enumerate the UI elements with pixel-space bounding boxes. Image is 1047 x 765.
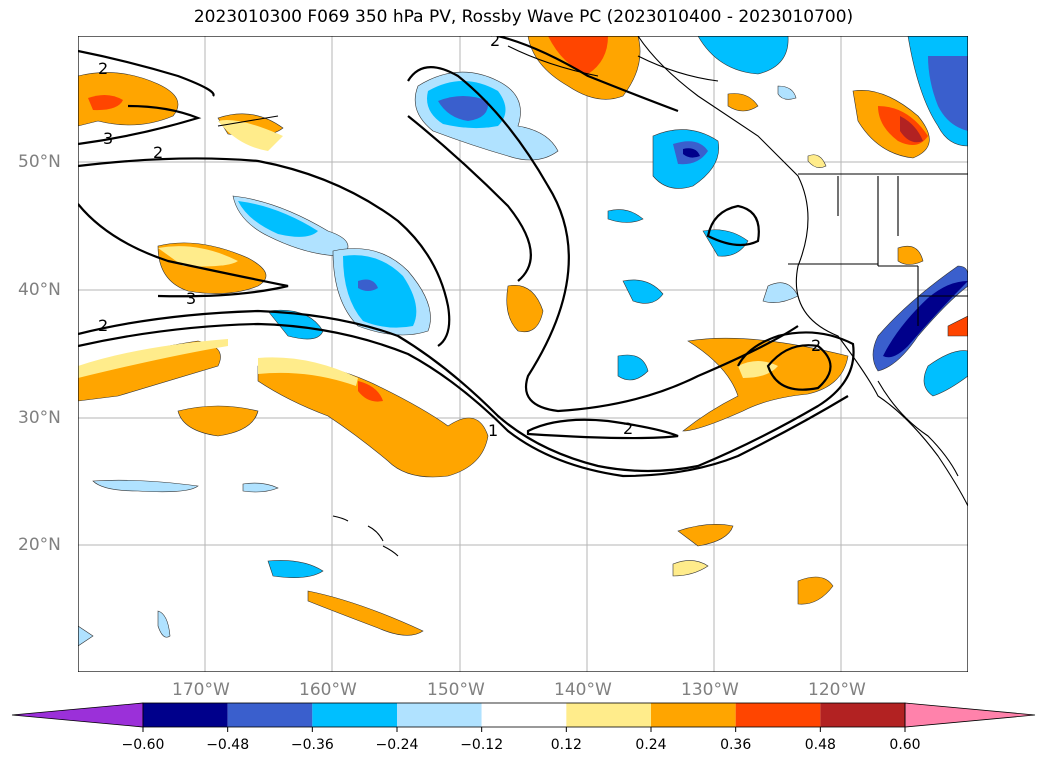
mexico-baja	[877, 380, 959, 477]
colorbar-swatch	[227, 703, 313, 727]
north-america-coast	[637, 36, 968, 507]
coastlines	[217, 36, 968, 557]
blob-pos-sub2	[672, 560, 709, 577]
blob-pos-se	[947, 315, 968, 337]
blob-neg-se2	[923, 350, 968, 397]
colorbar-tick-label: 0.12	[551, 737, 582, 753]
contour-label: 2	[98, 59, 108, 78]
colorbar-tick-label: −0.12	[460, 737, 503, 753]
blob-pos-e	[897, 245, 924, 265]
blob-pos-sw-coast	[682, 337, 849, 432]
hawaii	[332, 515, 399, 557]
lon-label-170w: 170°W	[172, 680, 230, 700]
colorbar: −0.60 −0.48 −0.36 −0.24 −0.12 0.12 0.24 0.36 0.4…	[11, 702, 1036, 753]
lat-label-50n: 50°N	[18, 152, 61, 172]
pv-map: 2 2 3 2 3 2 1 2 2	[78, 36, 968, 672]
colorbar-extend-high	[904, 702, 1036, 728]
contour-label: 2	[153, 143, 163, 162]
blob-pos-mid	[506, 284, 544, 333]
alaska-islands	[507, 45, 719, 82]
contour-label: 2	[811, 336, 821, 355]
blob-neg-small8	[78, 625, 94, 647]
lat-label-20n: 20°N	[18, 535, 61, 555]
colorbar-extend-low	[11, 702, 144, 728]
contour-label: 2	[490, 36, 500, 50]
lon-label-130w: 130°W	[681, 680, 739, 700]
blob-neg-mid1	[622, 279, 664, 304]
lat-label-30n: 30°N	[18, 408, 61, 428]
lon-label-120w: 120°W	[808, 680, 866, 700]
colorbar-swatch	[566, 703, 651, 727]
blob-neg-small3	[92, 479, 199, 493]
state-lines	[788, 176, 968, 326]
colorbar-swatch	[481, 703, 567, 727]
contour-label: 2	[623, 419, 633, 438]
colorbar-swatch	[651, 703, 736, 727]
lat-label-40n: 40°N	[18, 280, 61, 300]
pv-contours	[78, 36, 855, 478]
colorbar-tick-label: 0.60	[889, 737, 920, 753]
contour-label: 3	[186, 289, 196, 308]
lon-label-140w: 140°W	[554, 680, 612, 700]
blob-pos-nw	[78, 72, 179, 127]
contour-label: 3	[103, 129, 113, 148]
contour-label: 1	[488, 421, 498, 440]
colorbar-swatch	[735, 703, 821, 727]
colorbar-tick-label: 0.36	[720, 737, 751, 753]
blob-neg-small5	[242, 482, 279, 493]
blob-pos-sub1	[677, 524, 734, 547]
blob-pos-sub4	[307, 590, 424, 636]
blob-pos-central	[257, 363, 489, 478]
colorbar-tick-label: −0.48	[206, 737, 249, 753]
blob-neg-top	[697, 36, 789, 75]
blob-neg-mid2	[617, 354, 649, 381]
negative-anomalies	[78, 36, 968, 647]
blob-pos-sub3	[797, 576, 834, 605]
colorbar-tick-label: −0.24	[376, 737, 419, 753]
colorbar-tick-label: 0.48	[805, 737, 836, 753]
colorbar-swatch	[143, 703, 228, 727]
blob-pos-small1	[177, 405, 259, 437]
blob-neg-small7	[777, 85, 797, 100]
contour-label-group: 2 2 3 2 3 2 1 2 2	[98, 36, 821, 440]
positive-anomalies	[78, 36, 968, 636]
colorbar-swatch	[312, 703, 397, 727]
colorbar-swatch	[820, 703, 905, 727]
contour-label: 2	[98, 316, 108, 335]
colorbar-tick-label: −0.60	[122, 737, 165, 753]
blob-neg-small1	[607, 209, 644, 223]
colorbar-tick-label: 0.24	[635, 737, 666, 753]
lon-label-150w: 150°W	[427, 680, 485, 700]
map-title: 2023010300 F069 350 hPa PV, Rossby Wave …	[193, 7, 854, 27]
lon-label-160w: 160°W	[299, 680, 357, 700]
blob-neg-small4	[267, 560, 324, 578]
blob-neg-small6	[157, 610, 171, 638]
aleutians	[217, 115, 279, 127]
colorbar-tick-label: −0.36	[291, 737, 334, 753]
colorbar-swatch	[397, 703, 482, 727]
blob-pos-small-n	[727, 93, 759, 112]
